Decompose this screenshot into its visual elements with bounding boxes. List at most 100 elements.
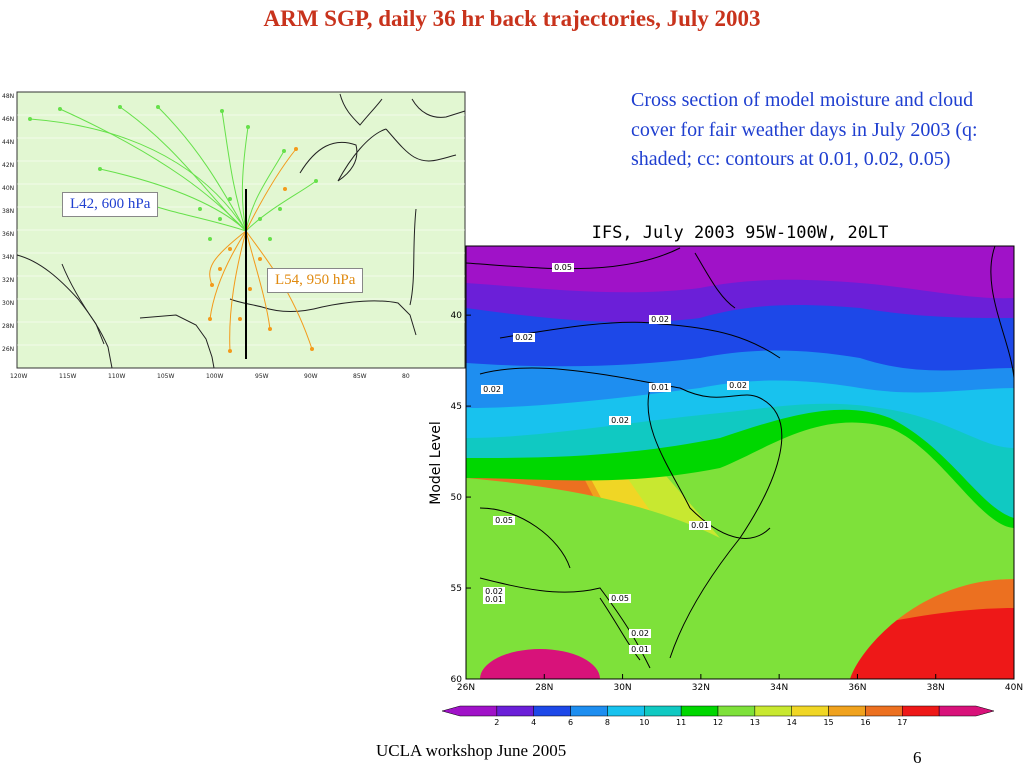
description-text: Cross section of model moisture and clou… (631, 89, 978, 171)
contour-label-box (609, 416, 631, 425)
x-tick-label: 34N (770, 683, 788, 693)
colorbar-segment (570, 705, 608, 717)
plot-frame (465, 245, 1015, 680)
colorbar-tick-label: 15 (823, 718, 833, 727)
lon-tick-label: 110W (108, 373, 125, 380)
lat-tick-label: 38N (2, 208, 14, 215)
lat-tick-label: 46N (2, 116, 14, 123)
colorbar-tick-label: 12 (713, 718, 723, 727)
contour-label-box (609, 594, 631, 603)
contour-label: 0.02 (483, 385, 501, 394)
colorbar-segment (865, 705, 903, 717)
contour-label-box (483, 587, 505, 596)
contour-label: 0.05 (495, 516, 513, 525)
l54-label: L54, 950 hPa (267, 268, 364, 293)
map-coastlines (16, 93, 466, 369)
contour-label-box (727, 381, 749, 390)
lon-tick-label: 85W (353, 373, 367, 380)
colorbar-segment (644, 705, 682, 717)
contour-label-box (493, 516, 515, 525)
trajectory-points-600 (28, 105, 318, 241)
trajectory-points-950 (208, 147, 314, 353)
x-tick-label: 26N (457, 683, 475, 693)
contour-label-box (483, 595, 505, 604)
contour-label-box (649, 315, 671, 324)
colorbar-tick-label: 13 (750, 718, 760, 727)
contour-label: 0.05 (554, 263, 572, 272)
colorbar-tick-label: 14 (787, 718, 797, 727)
cloud-contours (466, 246, 1014, 669)
contour-label: 0.02 (485, 587, 503, 596)
y-tick-labels: 40 45 50 55 60 (451, 311, 471, 685)
colorbar-segment (902, 705, 940, 717)
slide-title: ARM SGP, daily 36 hr back trajectories, … (263, 6, 761, 31)
colorbar-tick-label: 2 (494, 718, 499, 727)
y-tick-label: 40 (451, 311, 463, 321)
colorbar-tick-label: 11 (676, 718, 686, 727)
contour-label-box (552, 263, 574, 272)
lat-tick-label: 36N (2, 231, 14, 238)
moisture-bands (466, 246, 1014, 679)
colorbar-segment (828, 705, 866, 717)
x-tick-label: 28N (535, 683, 553, 693)
lat-tick-label: 26N (2, 346, 14, 353)
contour-label: 0.02 (631, 629, 649, 638)
contour-label-box (629, 629, 651, 638)
lon-tick-labels: 120W 115W 110W 105W 100W 95W 90W 85W 80 (10, 373, 410, 380)
contour-label: 0.02 (651, 315, 669, 324)
colorbar-segment (533, 705, 571, 717)
footer-text: UCLA workshop June 2005 (376, 741, 567, 760)
lat-tick-label: 40N (2, 185, 14, 192)
l42-label: L42, 600 hPa (62, 192, 159, 217)
lat-tick-label: 34N (2, 254, 14, 261)
colorbar-segment (791, 705, 829, 717)
lat-tick-label: 42N (2, 162, 14, 169)
x-tick-label: 36N (848, 683, 866, 693)
colorbar-segment (938, 705, 995, 717)
contour-label: 0.01 (691, 521, 709, 530)
y-tick-label: 45 (451, 402, 462, 412)
lat-tick-labels: 48N 46N 44N 42N 40N 38N 36N 34N 32N 30N 28N 26N (2, 93, 14, 353)
colorbar-segment (680, 705, 719, 717)
lon-tick-label: 90W (304, 373, 318, 380)
contour-label: 0.02 (515, 333, 533, 342)
colorbar-tick-label: 10 (639, 718, 649, 727)
trajectory-map: 48N 46N 44N 42N 40N 38N 36N 34N 32N 30N 28N 26N 120… (2, 91, 466, 380)
colorbar-segment (441, 705, 498, 717)
y-axis-label: Model Level (428, 421, 444, 504)
trajectories-600hpa (29, 106, 317, 232)
contour-label: 0.02 (729, 381, 747, 390)
contour-label: 0.05 (611, 594, 629, 603)
y-tick-label: 55 (451, 584, 462, 594)
cross-section-chart: IFS, July 2003 95W-100W, 20LT 0.050 (428, 223, 1023, 727)
lat-tick-label: 32N (2, 277, 14, 284)
x-tick-label: 38N (927, 683, 945, 693)
colorbar-segment (754, 705, 792, 717)
contour-label-box (481, 385, 503, 394)
x-tick-label: 32N (692, 683, 710, 693)
contour-label: 0.01 (651, 383, 669, 392)
lon-tick-label: 115W (59, 373, 76, 380)
contour-label: 0.01 (485, 595, 503, 604)
lat-tick-label: 44N (2, 139, 14, 146)
colorbar (441, 705, 995, 717)
contour-label-box (629, 645, 651, 654)
x-tick-label: 30N (613, 683, 631, 693)
colorbar-segment (607, 705, 645, 717)
page-number: 6 (913, 748, 922, 767)
lat-tick-label: 48N (2, 93, 14, 100)
colorbar-segment (496, 705, 534, 717)
lon-tick-label: 80 (402, 373, 410, 380)
contour-label-box (689, 521, 711, 530)
contour-label: 0.01 (631, 645, 649, 654)
contour-labels: 0.050.020.020.02 0.01 0.020.020.050.010.02… (481, 263, 749, 654)
colorbar-tick-label: 17 (897, 718, 907, 727)
colorbar-segment (717, 705, 756, 717)
contour-label-box (649, 383, 671, 392)
contour-label: 0.02 (611, 416, 629, 425)
x-tick-labels: 26N 28N 30N 32N 34N 36N 38N 40N (457, 674, 1023, 693)
colorbar-tick-label: 6 (568, 718, 573, 727)
x-tick-label: 40N (1005, 683, 1023, 693)
cross-section-title: IFS, July 2003 95W-100W, 20LT (592, 223, 889, 243)
colorbar-tick-label: 8 (605, 718, 610, 727)
